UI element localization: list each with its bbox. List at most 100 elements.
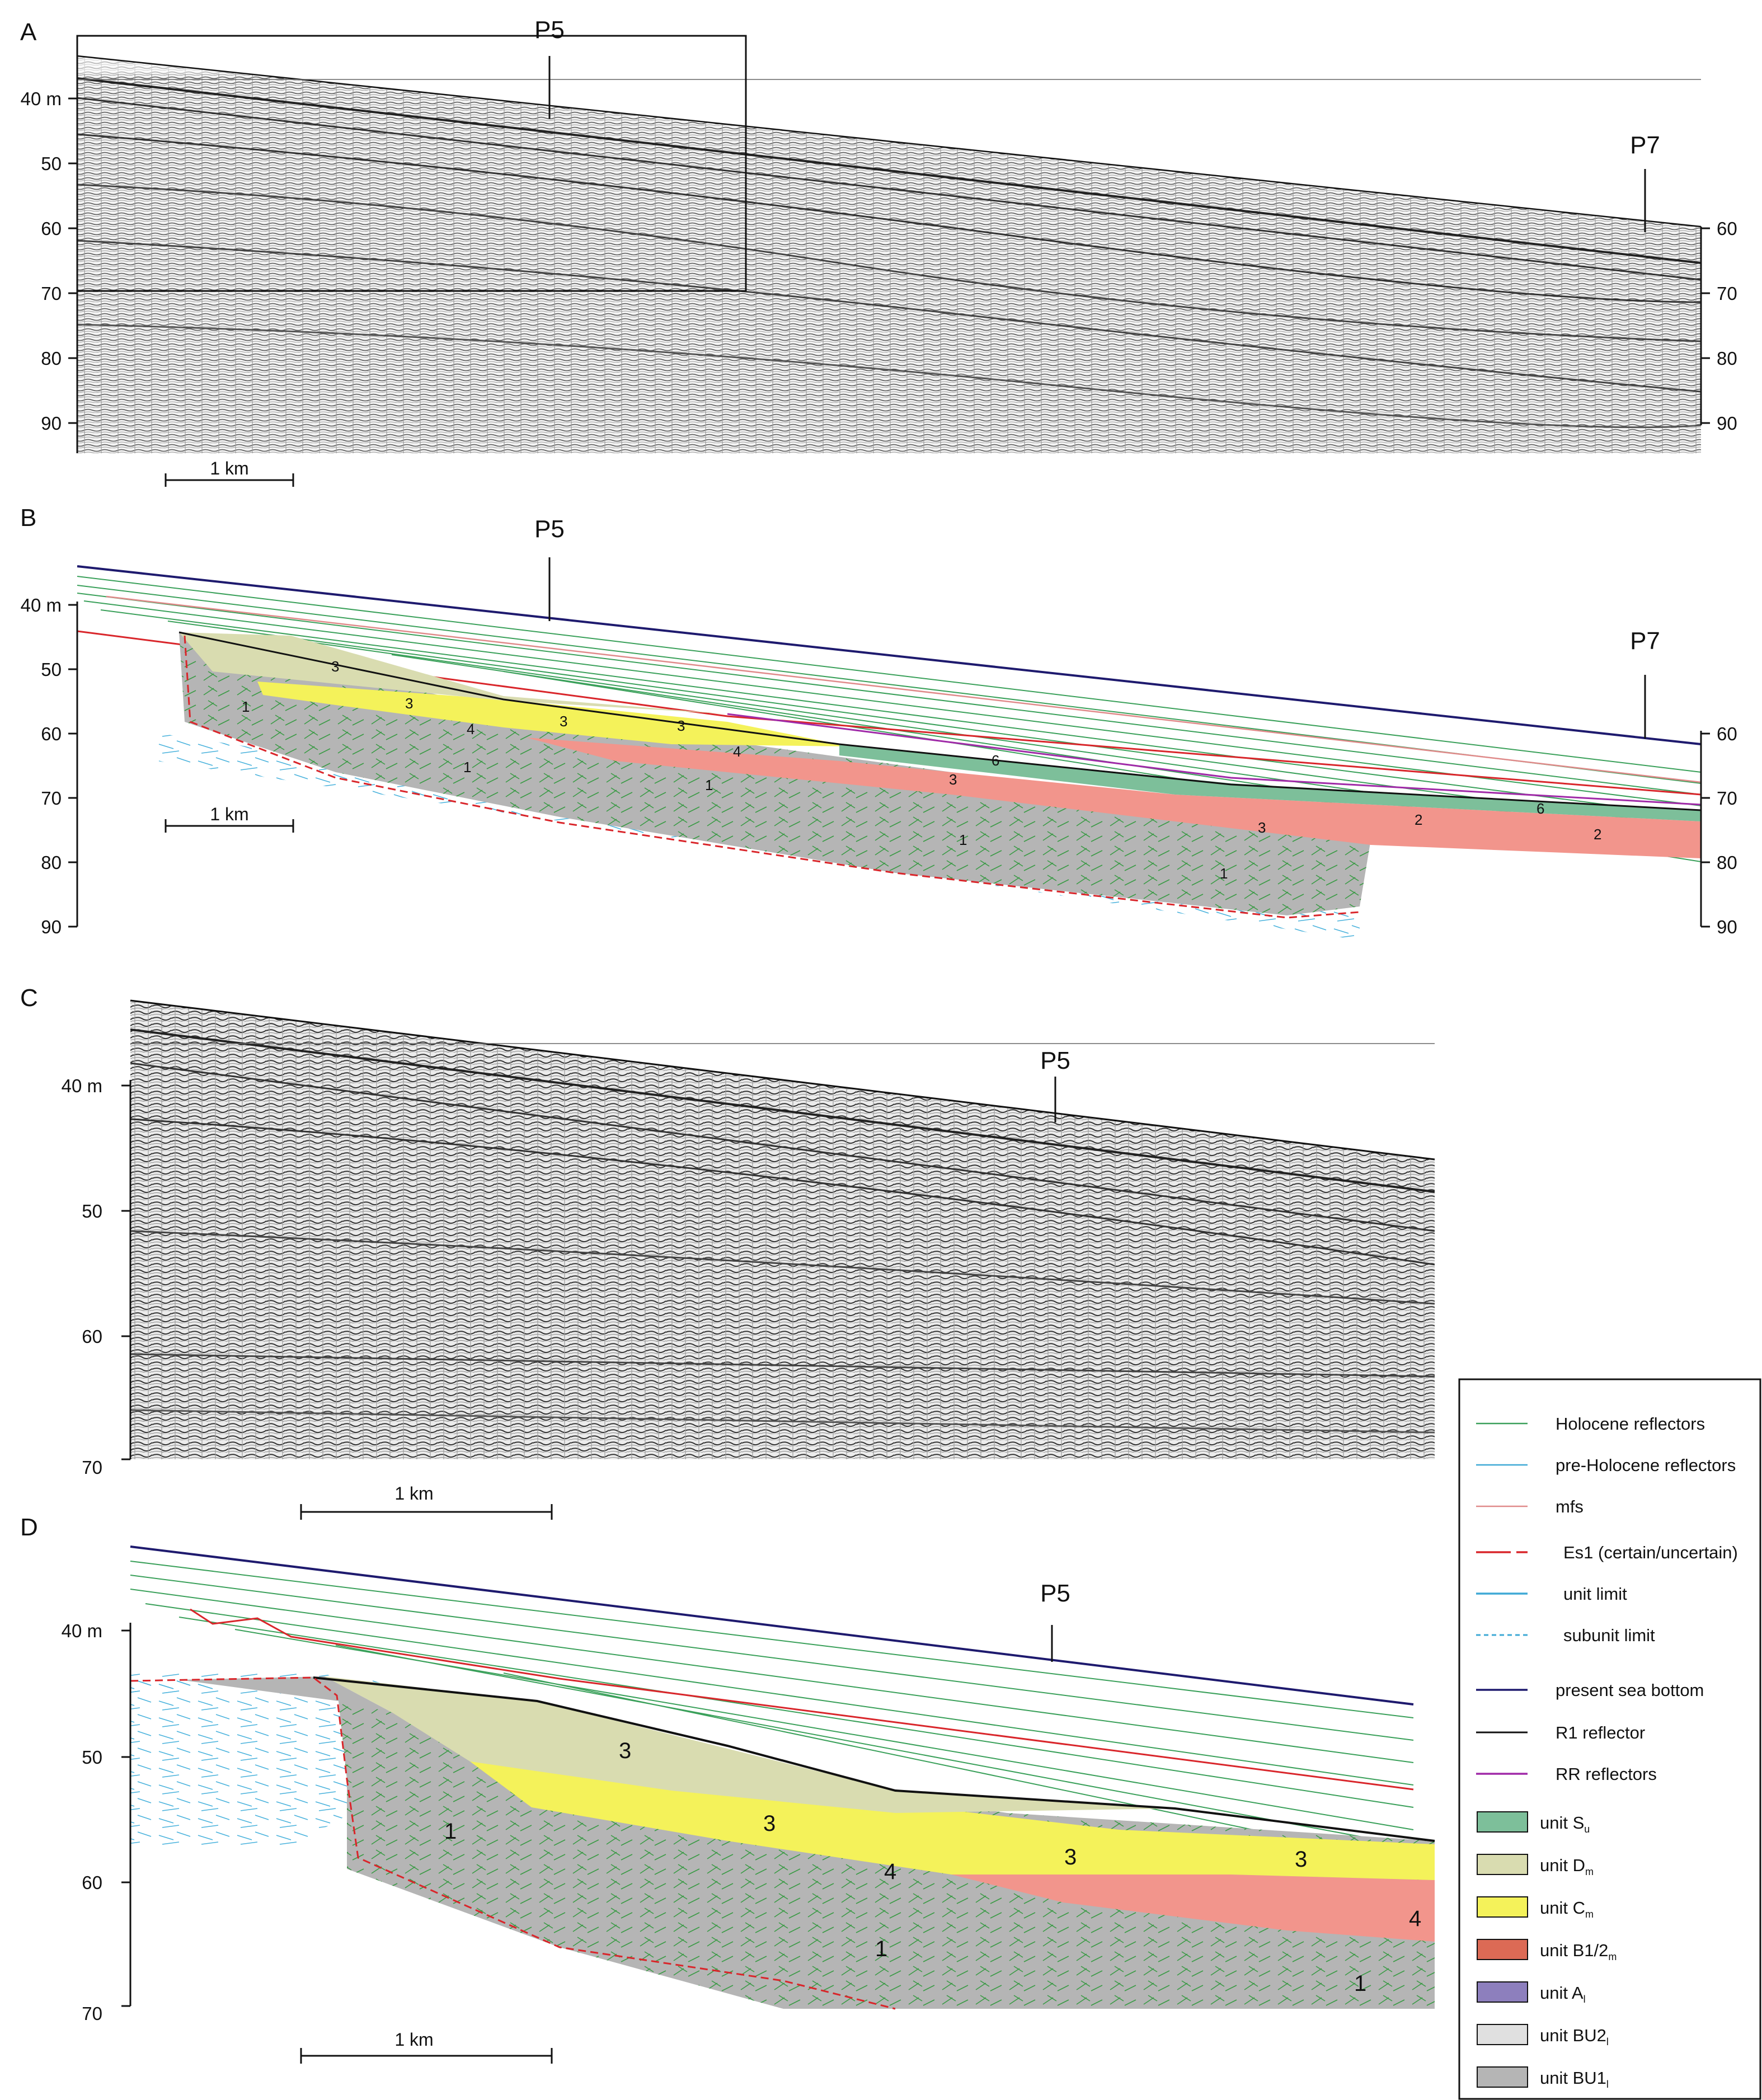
panel-a-well-p5-label: P5 <box>534 16 565 44</box>
panel-b-right-tick-label: 70 <box>1717 788 1737 809</box>
panel-d-depth-tick-label: 50 <box>82 1747 102 1768</box>
panel-b-well-p5: P5 <box>534 515 565 621</box>
panel-b-depth-tick-label: 60 <box>41 724 62 744</box>
legend-item-holocene-reflectors: Holocene reflectors <box>1476 1414 1705 1434</box>
unit-number: 1 <box>1220 865 1228 882</box>
panel-d-unit-numbers: 3 1 3 4 3 3 4 1 1 <box>444 1739 1421 1996</box>
panel-a-right-axis: 60 70 80 90 <box>1700 218 1737 434</box>
panel-b-well-p7: P7 <box>1630 627 1660 739</box>
panel-a-letter: A <box>20 18 37 46</box>
unit-number: 1 <box>444 1819 457 1844</box>
panel-b-unit-b12 <box>526 737 1701 858</box>
panel-a-seismic-image <box>77 35 1701 453</box>
panel-b-right-axis: 60 70 80 90 <box>1700 724 1737 937</box>
panel-c-depth-unit-label: 40 m <box>62 1075 102 1096</box>
panel-d-es1-upper-line <box>190 1608 1414 1791</box>
legend-label: RR reflectors <box>1556 1764 1657 1784</box>
unit-number: 3 <box>677 717 685 734</box>
panel-a-right-tick-label: 80 <box>1717 348 1737 369</box>
panel-b-mfs-line <box>106 595 1702 783</box>
unit-number: 3 <box>1258 819 1266 836</box>
panel-d-depth-tick-label: 70 <box>82 2003 102 2024</box>
unit-number: 1 <box>242 698 250 715</box>
legend-item-mfs: mfs <box>1476 1497 1584 1516</box>
legend-box <box>1458 1378 1761 2100</box>
panel-b-depth-unit-label: 40 m <box>21 595 62 616</box>
unit-number: 2 <box>1594 826 1601 843</box>
legend-label: unit Dm <box>1540 1855 1594 1877</box>
panel-b-unit-s <box>839 744 1701 821</box>
unit-number: 6 <box>1537 800 1544 817</box>
unit-number: 4 <box>1409 1906 1421 1931</box>
panel-b-depth-tick-label: 90 <box>41 917 62 937</box>
panel-b-scale-bar: 1 km <box>165 804 294 833</box>
panel-b-es1-lower-line <box>184 635 1360 919</box>
unit-number: 3 <box>763 1811 776 1836</box>
panel-b-unit-c <box>257 682 851 746</box>
unit-number: 1 <box>1354 1971 1366 1996</box>
legend-item-es1: Es1 (certain/uncertain) <box>1476 1543 1738 1562</box>
panel-b-unit-d <box>179 632 727 714</box>
panel-a-right-tick-label: 70 <box>1717 283 1737 304</box>
panel-d-scale-label: 1 km <box>394 2029 433 2050</box>
panel-b-well-p5-label: P5 <box>534 515 565 543</box>
panel-b-r1-reflector <box>178 631 1702 811</box>
legend-item-unit-s: unit Su <box>1477 1811 1590 1835</box>
unit-number: 4 <box>884 1859 896 1884</box>
legend-item-present-sea-bottom: present sea bottom <box>1476 1680 1704 1700</box>
panel-c: C 40 m 50 60 70 P5 <box>20 958 1435 1520</box>
panel-d-well-p5: P5 <box>1040 1580 1070 1662</box>
panel-c-well-p5: P5 <box>1040 1047 1070 1122</box>
panel-d-sea-bottom <box>130 1545 1414 1706</box>
legend-label: subunit limit <box>1563 1625 1655 1645</box>
panel-c-scale-label: 1 km <box>394 1483 433 1504</box>
unit-number: 3 <box>1064 1845 1077 1869</box>
legend-item-r1-reflector: R1 reflector <box>1476 1723 1645 1742</box>
panel-a-seafloor <box>77 55 1702 228</box>
unit-number: 4 <box>467 721 474 737</box>
unit-number: 3 <box>949 771 957 788</box>
legend-item-unit-a: unit Al <box>1477 1981 1586 2005</box>
panel-d-depth-unit-label: 40 m <box>62 1620 102 1641</box>
legend-label: Holocene reflectors <box>1556 1414 1705 1434</box>
unit-number: 2 <box>1415 811 1422 828</box>
panel-c-well-p5-label: P5 <box>1040 1047 1070 1074</box>
panel-c-depth-tick-label: 70 <box>82 1457 102 1478</box>
panel-b-depth-tick-label: 80 <box>41 852 62 873</box>
unit-number: 3 <box>560 713 567 730</box>
legend-label: Es1 (certain/uncertain) <box>1563 1543 1738 1562</box>
legend: Holocene reflectors pre-Holocene reflect… <box>1458 1378 1761 2100</box>
panel-a: A 40 m 50 60 70 80 90 <box>20 16 1737 487</box>
panel-a-depth-tick-label: 70 <box>41 283 62 304</box>
legend-label: unit BU1l <box>1540 2068 1609 2090</box>
legend-label: R1 reflector <box>1556 1723 1645 1742</box>
panel-b-letter: B <box>20 504 36 532</box>
panel-b-right-tick-label: 80 <box>1717 852 1737 873</box>
panel-a-depth-tick-label: 80 <box>41 348 62 369</box>
legend-label: unit BU2l <box>1540 2026 1609 2047</box>
panel-b: B 3 1 <box>20 504 1737 940</box>
unit-number: 6 <box>992 752 999 769</box>
panel-a-right-tick-label: 90 <box>1717 413 1737 434</box>
panel-b-rr-reflector <box>727 713 1702 806</box>
legend-item-rr-reflectors: RR reflectors <box>1476 1764 1657 1784</box>
legend-label: unit Al <box>1540 1983 1586 2005</box>
panel-a-well-p7-label: P7 <box>1630 131 1660 159</box>
panel-b-right-tick-label: 90 <box>1717 917 1737 937</box>
panel-d-unit-d <box>325 1676 1175 1813</box>
legend-item-subunit-limit: subunit limit <box>1476 1625 1655 1645</box>
panel-c-letter: C <box>20 984 38 1012</box>
panel-b-depth-tick-label: 70 <box>41 788 62 809</box>
panel-d: D 3 1 3 4 3 <box>20 1514 1435 2064</box>
panel-a-well-p7: P7 <box>1630 131 1660 232</box>
legend-label: unit Su <box>1540 1813 1590 1835</box>
legend-item-unit-c: unit Cm <box>1477 1896 1594 1920</box>
panel-a-depth-tick-label: 50 <box>41 153 62 174</box>
panel-b-unit-numbers: 3 1 3 4 3 3 1 4 1 3 6 1 3 1 2 6 2 <box>242 658 1601 882</box>
panel-c-seafloor <box>130 999 1435 1161</box>
panel-a-scale-label: 1 km <box>210 458 248 478</box>
legend-item-unit-bu1: unit BU1l <box>1477 2066 1609 2090</box>
legend-item-pre-holocene-reflectors: pre-Holocene reflectors <box>1476 1455 1736 1475</box>
